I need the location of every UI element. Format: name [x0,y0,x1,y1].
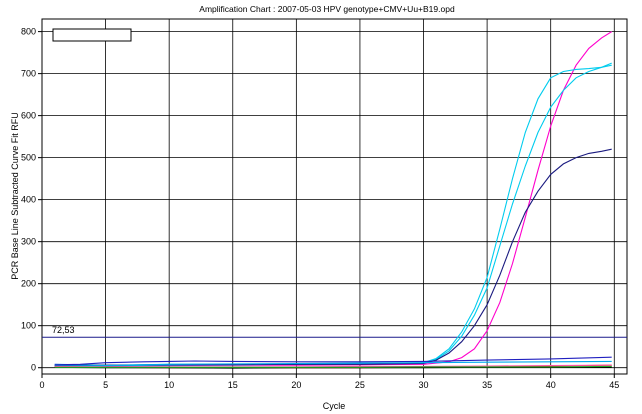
y-tick-label: 500 [21,153,36,163]
x-tick-label: 30 [419,380,429,390]
plot-area [41,18,628,375]
y-tick-label: 300 [21,237,36,247]
legend-box [52,28,132,42]
series-line-1 [54,31,612,367]
x-tick-label: 0 [39,380,44,390]
threshold: 72,53 [42,325,627,338]
x-tick-label: 45 [609,380,619,390]
x-tick-label: 10 [164,380,174,390]
y-tick-label: 400 [21,195,36,205]
x-tick-label: 5 [103,380,108,390]
y-tick-label: 600 [21,111,36,121]
series-group [54,31,612,369]
x-tick-label: 15 [228,380,238,390]
y-tick-label: 0 [31,363,36,373]
chart-title: Amplification Chart : 2007-05-03 HPV gen… [199,4,455,14]
series-line-10 [54,365,612,368]
y-tick-label: 700 [21,69,36,79]
x-tick-label: 35 [482,380,492,390]
series-line-6 [54,360,612,367]
axes: 0 5 10 15 20 25 30 35 40 45 0 100 200 300 400 500 600 700… [21,27,619,390]
series-line-5 [54,356,612,366]
y-tick-label: 800 [21,27,36,37]
x-tick-label: 40 [546,380,556,390]
series-line-4 [54,148,612,367]
x-tick-label: 20 [291,380,301,390]
x-tick-label: 25 [355,380,365,390]
y-axis-label: PCR Base Line Subtracted Curve Fit RFU [10,112,20,280]
x-axis-label: Cycle [323,401,346,411]
y-tick-label: 100 [21,321,36,331]
y-tick-label: 200 [21,279,36,289]
threshold-label: 72,53 [52,325,75,335]
